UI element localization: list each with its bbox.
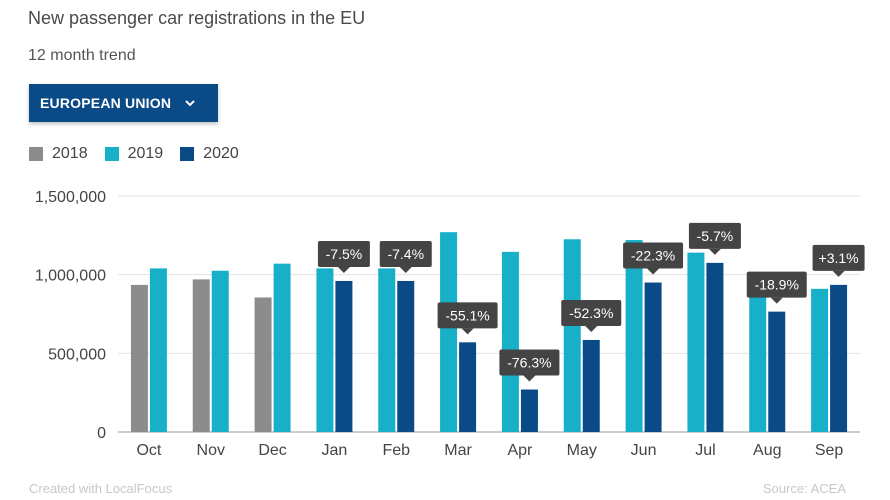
region-dropdown-label: EUROPEAN UNION (40, 95, 172, 111)
chevron-down-icon (183, 96, 197, 110)
callout-pointer (523, 375, 536, 382)
legend-item-2020[interactable]: 2020 (180, 145, 239, 163)
bar-2019-dec[interactable] (273, 263, 291, 432)
callout-box (437, 302, 498, 329)
credit-text: Created with LocalFocus (29, 481, 173, 496)
bar-2019-may[interactable] (563, 239, 581, 432)
callout-label: -5.7% (697, 228, 734, 244)
bar-2019-feb[interactable] (378, 268, 396, 432)
legend-swatch-2019 (104, 147, 119, 161)
legend-label-2018: 2018 (52, 145, 88, 162)
x-tick-label: Mar (444, 442, 472, 459)
bar-2020-apr[interactable] (520, 389, 538, 432)
x-tick-label: Oct (136, 442, 161, 459)
callout-pointer (770, 297, 783, 304)
bar-2019-mar[interactable] (440, 232, 458, 432)
bar-2020-aug[interactable] (768, 311, 786, 432)
legend-swatch-2018 (29, 147, 43, 161)
region-dropdown[interactable]: EUROPEAN UNION (29, 84, 218, 122)
bar-2019-aug[interactable] (749, 283, 767, 432)
x-tick-label: Sep (815, 442, 844, 459)
x-tick-label: Dec (258, 442, 286, 459)
bar-2020-jun[interactable] (644, 282, 662, 432)
bar-2020-mar[interactable] (459, 342, 477, 432)
bar-2020-sep[interactable] (830, 284, 848, 432)
bar-2018-dec[interactable] (254, 297, 272, 432)
bar-2018-oct[interactable] (130, 284, 148, 432)
y-tick-label: 1,500,000 (35, 189, 106, 206)
callout-pointer (337, 266, 350, 273)
source-text: Source: ACEA (762, 481, 846, 496)
change-callout: -18.9% (746, 271, 807, 304)
callout-box (561, 299, 622, 326)
bar-2020-jan[interactable] (335, 280, 353, 432)
callout-label: -52.3% (569, 305, 613, 321)
y-tick-label: 1,000,000 (35, 268, 106, 285)
callout-pointer (832, 270, 845, 277)
callout-label: -18.9% (755, 277, 799, 293)
x-tick-label: Jul (695, 442, 715, 459)
x-tick-label: May (567, 442, 597, 459)
callout-box (499, 349, 560, 376)
callout-box (688, 222, 741, 249)
x-tick-label: Aug (753, 442, 781, 459)
callout-pointer (399, 266, 412, 273)
bar-2019-nov[interactable] (211, 270, 229, 432)
callout-box (379, 240, 432, 267)
callout-pointer (647, 268, 660, 275)
y-tick-label: 0 (97, 425, 106, 442)
bar-2019-oct[interactable] (149, 268, 167, 432)
x-tick-label: Jan (322, 442, 348, 459)
bar-2020-feb[interactable] (397, 280, 415, 432)
change-callout: -22.3% (623, 242, 684, 275)
legend-label-2019: 2019 (127, 145, 164, 162)
callout-box (746, 271, 807, 298)
legend-item-2018[interactable]: 2018 (29, 145, 88, 163)
change-callout: -5.7% (688, 222, 741, 255)
bar-2019-jun[interactable] (625, 240, 643, 432)
change-callout: -7.4% (379, 240, 432, 273)
callout-pointer (461, 328, 474, 335)
change-callout: -55.1% (437, 302, 498, 335)
x-tick-label: Feb (382, 442, 410, 459)
legend-label-2020: 2020 (203, 145, 239, 162)
callout-label: -7.5% (326, 246, 363, 262)
callout-label: +3.1% (819, 250, 859, 266)
callout-label: -7.4% (387, 246, 424, 262)
callout-label: -22.3% (631, 248, 675, 264)
bar-2019-apr[interactable] (501, 251, 519, 432)
change-callout: +3.1% (812, 244, 865, 277)
x-tick-label: Jun (631, 442, 657, 459)
bar-2019-jan[interactable] (316, 268, 334, 432)
callout-label: -55.1% (445, 307, 489, 323)
chart-legend: 2018 2019 2020 (29, 145, 256, 163)
legend-item-2019[interactable]: 2019 (104, 145, 164, 163)
chart-title: New passenger car registrations in the E… (28, 8, 366, 28)
legend-swatch-2020 (180, 147, 195, 161)
change-callout: -52.3% (561, 299, 622, 332)
bar-2019-jul[interactable] (687, 252, 705, 432)
change-callout: -7.5% (317, 240, 370, 273)
callout-box (317, 240, 370, 267)
bar-2020-may[interactable] (582, 339, 600, 432)
x-tick-label: Apr (507, 442, 533, 459)
bar-2020-jul[interactable] (706, 262, 724, 432)
bar-2019-sep[interactable] (811, 288, 829, 432)
bar-2018-nov[interactable] (192, 279, 210, 432)
callout-pointer (585, 325, 598, 332)
callout-box (812, 244, 865, 271)
callout-box (623, 242, 684, 269)
x-tick-label: Nov (197, 442, 225, 459)
chart-subtitle: 12 month trend (28, 47, 136, 64)
callout-pointer (708, 248, 721, 255)
callout-label: -76.3% (507, 355, 551, 371)
change-callout: -76.3% (499, 349, 560, 382)
y-tick-label: 500,000 (48, 346, 106, 363)
